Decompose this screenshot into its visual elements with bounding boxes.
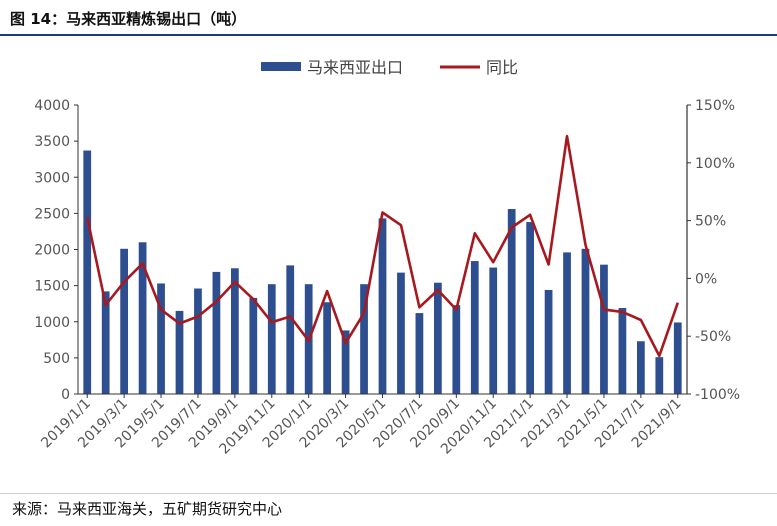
left-tick-label: 2500 xyxy=(34,206,70,222)
bar xyxy=(489,267,498,394)
bar xyxy=(138,242,147,394)
bar xyxy=(286,265,295,394)
legend-bar-label: 马来西亚出口 xyxy=(307,58,403,77)
bar xyxy=(101,291,110,394)
left-tick-label: 3500 xyxy=(34,134,70,150)
chart-legend: 马来西亚出口 同比 xyxy=(261,58,518,77)
left-tick-label: 1500 xyxy=(34,279,70,295)
bar-series xyxy=(83,150,682,394)
left-tick-label: 4000 xyxy=(34,98,70,114)
bar xyxy=(120,248,129,394)
bar xyxy=(470,261,479,394)
right-tick-label: 150% xyxy=(695,98,735,114)
bar xyxy=(378,218,387,394)
title-underline xyxy=(0,34,777,36)
bar xyxy=(194,288,202,394)
bar xyxy=(230,268,239,394)
left-tick-label: 500 xyxy=(43,351,70,367)
bar xyxy=(507,209,516,394)
source-divider xyxy=(0,493,777,494)
right-tick-label: 0% xyxy=(695,271,717,287)
bar xyxy=(655,357,664,394)
right-tick-label: 100% xyxy=(695,156,735,172)
bar xyxy=(600,264,608,394)
bar xyxy=(673,322,682,394)
bar xyxy=(433,282,442,394)
left-tick-label: 1000 xyxy=(34,315,70,331)
legend-line-label: 同比 xyxy=(486,58,518,77)
bar xyxy=(452,305,461,394)
bar xyxy=(267,284,276,394)
source-note: 来源：马来西亚海关，五矿期货研究中心 xyxy=(12,500,283,518)
left-tick-label: 0 xyxy=(61,387,70,403)
bar xyxy=(581,248,590,394)
right-tick-label: -50% xyxy=(695,329,731,345)
right-tick-label: -100% xyxy=(695,387,740,403)
bar xyxy=(249,297,258,394)
bar xyxy=(323,302,332,394)
bar xyxy=(618,308,627,394)
bar xyxy=(83,150,92,394)
left-tick-label: 3000 xyxy=(34,170,70,186)
bar xyxy=(175,310,184,394)
bar xyxy=(212,271,221,394)
line-series xyxy=(85,134,680,358)
bar xyxy=(563,252,571,394)
left-tick-label: 2000 xyxy=(34,243,70,259)
figure-title: 图 14：马来西亚精炼锡出口（吨） xyxy=(10,10,247,28)
bar xyxy=(544,289,553,394)
bar xyxy=(636,341,645,394)
bar xyxy=(360,284,368,394)
bar xyxy=(341,330,350,394)
bar xyxy=(526,222,535,394)
right-tick-label: 50% xyxy=(695,214,726,230)
bar xyxy=(157,283,165,394)
bar xyxy=(397,272,405,394)
legend-bar-swatch xyxy=(261,62,301,71)
bar xyxy=(415,313,424,394)
